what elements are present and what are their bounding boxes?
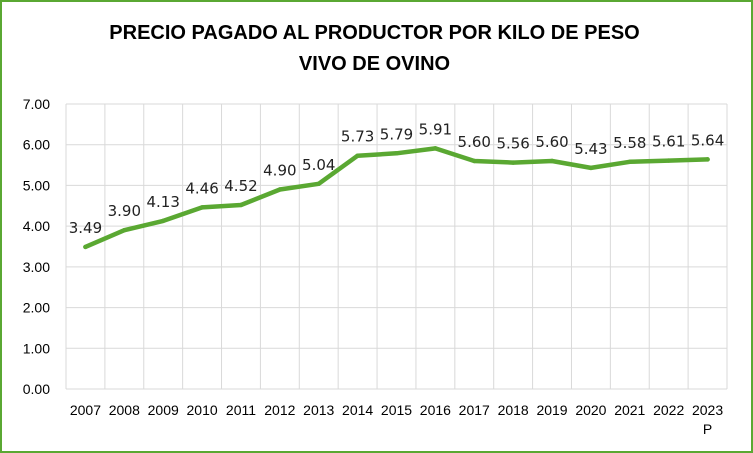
data-labels: 3.49 3.90 4.13 4.46 4.52 4.90 5.04 5.73 5.79 5.91… — [69, 120, 725, 237]
data-point — [705, 157, 710, 162]
data-point — [316, 181, 321, 186]
data-label: 5.04 — [302, 156, 335, 174]
data-point — [588, 165, 594, 171]
data-label: 4.46 — [185, 179, 218, 197]
y-tick-label: 5.00 — [23, 177, 50, 193]
data-point — [394, 151, 399, 156]
y-tick-label: 2.00 — [23, 300, 50, 316]
y-tick-label: 7.00 — [23, 96, 50, 112]
x-tick-label: 2013 — [303, 402, 334, 418]
data-label: 5.73 — [341, 128, 374, 146]
x-tick-label: 2012 — [264, 402, 295, 418]
y-tick-label: 1.00 — [23, 340, 50, 356]
data-label: 5.61 — [652, 133, 685, 151]
data-point — [83, 244, 88, 250]
x-tick-label: 2011 — [226, 402, 256, 418]
data-label: 4.13 — [147, 193, 180, 211]
data-point — [238, 202, 244, 208]
x-tick-label: 2010 — [187, 402, 218, 418]
x-tick-label: 2017 — [459, 402, 490, 418]
x-tick-label: 2018 — [498, 402, 529, 418]
data-point — [199, 205, 205, 210]
data-label: 5.91 — [419, 120, 452, 138]
data-point — [161, 218, 166, 224]
gridlines — [65, 103, 728, 390]
data-label: 3.90 — [108, 202, 141, 220]
data-point — [666, 158, 671, 163]
data-point — [472, 158, 477, 164]
x-tick-label: 2015 — [381, 402, 412, 418]
data-point — [433, 146, 438, 151]
series-line — [83, 146, 710, 250]
x-tick-label: 2016 — [420, 402, 451, 418]
x-tick-label: 2019 — [536, 402, 567, 418]
x-tick-label: 2020 — [575, 402, 606, 418]
x-tick-label: 2007 — [70, 402, 101, 418]
x-tick-label: 2014 — [342, 402, 373, 418]
data-label: 3.49 — [69, 219, 102, 237]
data-label: 5.43 — [574, 140, 607, 158]
data-point — [627, 159, 632, 165]
y-tick-label: 4.00 — [23, 218, 50, 234]
data-label: 5.60 — [535, 133, 568, 151]
data-label: 5.79 — [380, 125, 413, 143]
x-tick-label: 2021 — [614, 402, 645, 418]
x-tick-label: 2009 — [148, 402, 179, 418]
chart-title: PRECIO PAGADO AL PRODUCTOR POR KILO DE P… — [0, 18, 749, 80]
y-tick-label: 3.00 — [23, 259, 50, 275]
data-label: 4.90 — [263, 162, 296, 180]
x-axis: 2007 2008 2009 2010 2011 2012 2013 2014 2015 2016… — [70, 402, 723, 437]
data-label: 5.58 — [613, 134, 646, 152]
data-point — [277, 187, 283, 192]
data-point — [510, 160, 516, 165]
x-tick-label: 2023 — [692, 402, 723, 418]
chart-title-line-2: VIVO DE OVINO — [298, 53, 451, 75]
data-label: 4.52 — [224, 177, 257, 195]
data-point — [355, 153, 360, 158]
data-point — [122, 228, 127, 233]
y-tick-label: 6.00 — [23, 137, 50, 153]
data-label: 5.56 — [496, 135, 529, 153]
y-tick-label: 0.00 — [23, 381, 50, 397]
y-axis: 0.00 1.00 2.00 3.00 4.00 5.00 6.00 7.00 — [23, 96, 50, 397]
x-tick-label: 2022 — [653, 402, 684, 418]
x-tick-sublabel: P — [703, 421, 712, 437]
data-label: 5.64 — [691, 131, 724, 149]
x-tick-label: 2008 — [109, 402, 140, 418]
data-label: 5.60 — [458, 133, 491, 151]
chart-title-line-1: PRECIO PAGADO AL PRODUCTOR POR KILO DE P… — [109, 22, 640, 44]
data-point — [549, 158, 555, 164]
